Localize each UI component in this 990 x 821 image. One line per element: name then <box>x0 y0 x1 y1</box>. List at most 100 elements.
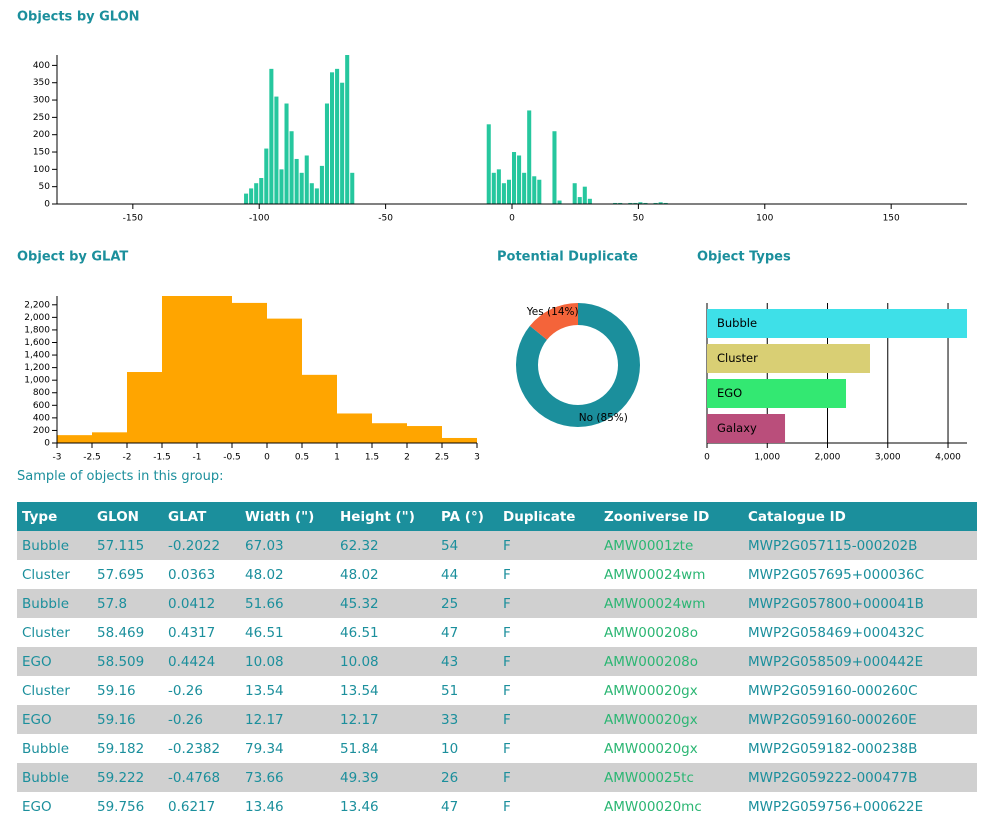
table-cell: 45.32 <box>335 589 436 618</box>
bar <box>289 131 294 204</box>
x-tick-label: 2,000 <box>815 453 841 463</box>
table-cell: 12.17 <box>335 705 436 734</box>
table-cell: 43 <box>436 647 498 676</box>
table-cell: 13.46 <box>340 798 379 815</box>
bar <box>279 169 284 204</box>
bar <box>372 423 407 443</box>
objects-table: Type GLON GLAT Width (") Height (") PA (°) Dup… <box>17 502 977 821</box>
zooniverse-link[interactable]: AMW00025tc <box>599 763 743 792</box>
bar <box>249 188 254 204</box>
zooniverse-link[interactable]: AMW00024wm <box>604 566 706 583</box>
table-cell: 48.02 <box>340 566 379 583</box>
x-tick-label: 2 <box>404 453 410 463</box>
x-tick-label: -2 <box>123 453 132 463</box>
zooniverse-link[interactable]: AMW000208o <box>604 624 699 641</box>
y-tick-label: 350 <box>33 78 50 88</box>
table-caption: Sample of objects in this group: <box>17 469 224 484</box>
table-cell: -0.2382 <box>168 740 221 757</box>
x-tick-label: -1.5 <box>153 453 171 463</box>
bar <box>628 202 633 204</box>
table-cell: 0.0363 <box>168 566 216 583</box>
table-cell: 46.51 <box>340 624 379 641</box>
table-cell: -0.4768 <box>163 763 240 792</box>
table-cell: F <box>503 682 511 699</box>
table-cell: 57.8 <box>92 589 163 618</box>
zooniverse-link[interactable]: AMW00020gx <box>599 705 743 734</box>
column-header: Type <box>17 502 92 531</box>
x-tick-label: -50 <box>378 214 393 224</box>
bar <box>337 413 372 443</box>
y-tick-label: 200 <box>33 426 50 436</box>
bar <box>491 172 496 204</box>
x-tick-label: 0.5 <box>295 453 309 463</box>
table-cell: F <box>503 566 511 583</box>
bar <box>274 96 279 204</box>
table-cell: 51.66 <box>240 589 335 618</box>
x-tick-label: 1 <box>334 453 340 463</box>
table-cell: Cluster <box>22 566 70 583</box>
zooniverse-link[interactable]: AMW00020mc <box>604 798 702 815</box>
y-tick-label: 250 <box>33 113 50 123</box>
y-tick-label: 50 <box>39 182 51 192</box>
column-header: Duplicate <box>498 502 599 531</box>
bar <box>587 198 592 204</box>
x-tick-label: 3 <box>474 453 480 463</box>
table-cell: 59.16 <box>92 705 163 734</box>
table-cell: 0.4317 <box>168 624 216 641</box>
table-cell: 59.182 <box>97 740 145 757</box>
table-cell: 33 <box>436 705 498 734</box>
table-cell: 13.46 <box>245 798 284 815</box>
table-cell: F <box>498 763 599 792</box>
bar <box>707 414 786 443</box>
bar <box>254 183 259 204</box>
bar <box>259 178 264 204</box>
y-tick-label: 1,800 <box>24 325 50 335</box>
bar <box>294 158 299 204</box>
table-row: EGO 58.509 0.4424 10.08 10.08 43 F AMW000208o MW… <box>17 647 977 676</box>
column-header: Height (") <box>335 502 436 531</box>
bar <box>304 155 309 204</box>
bar <box>532 176 537 204</box>
table-cell: 13.54 <box>340 682 379 699</box>
bar <box>707 309 967 338</box>
chart-title: Object by GLAT <box>17 250 128 265</box>
x-tick-label: 2.5 <box>435 453 449 463</box>
table-cell: MWP2G057115-000202B <box>743 531 977 560</box>
table-cell: EGO <box>22 798 52 815</box>
column-header: Zooniverse ID <box>599 502 743 531</box>
charts: Objects by GLON-150 -100 -50 0 50 100 15005010… <box>17 10 967 463</box>
zooniverse-link[interactable]: AMW000208o <box>599 647 743 676</box>
table-cell: 26 <box>436 763 498 792</box>
bar <box>618 202 623 204</box>
table-cell: 10.08 <box>335 647 436 676</box>
zooniverse-link[interactable]: AMW00024wm <box>599 589 743 618</box>
bar <box>582 186 587 204</box>
chart-title: Potential Duplicate <box>497 250 638 265</box>
bar <box>162 296 197 443</box>
bar <box>244 193 249 204</box>
table-row: EGO 59.16 -0.26 12.17 12.17 33 F AMW00020gx MWP2… <box>17 705 977 734</box>
zooniverse-link[interactable]: AMW00020gx <box>604 740 698 757</box>
y-tick-label: 200 <box>33 130 50 140</box>
bar <box>517 155 522 204</box>
x-tick-label: 100 <box>756 214 773 224</box>
bar <box>92 432 127 443</box>
x-tick-label: -2.5 <box>83 453 101 463</box>
bar <box>653 202 658 204</box>
zooniverse-link[interactable]: AMW0001zte <box>599 531 743 560</box>
column-header: Catalogue ID <box>743 502 977 531</box>
table-cell: EGO <box>17 705 92 734</box>
bar <box>572 183 577 204</box>
table-row: Cluster 59.16 -0.26 13.54 13.54 51 F AMW00020gx… <box>17 676 977 705</box>
bar-label: Bubble <box>717 316 757 330</box>
column-header: GLAT <box>163 502 240 531</box>
pie-slice <box>516 303 640 427</box>
y-tick-label: 2,200 <box>24 300 50 310</box>
bar <box>633 202 638 204</box>
zooniverse-link[interactable]: AMW00020gx <box>604 682 698 699</box>
bar <box>267 318 302 443</box>
table-row: Bubble 57.115 -0.2022 67.03 62.32 54 F AMW0001z… <box>17 531 977 560</box>
bar <box>335 68 340 204</box>
x-tick-label: 3,000 <box>875 453 901 463</box>
chart-title: Objects by GLON <box>17 10 140 25</box>
